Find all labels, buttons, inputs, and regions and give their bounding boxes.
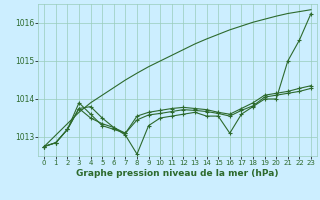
X-axis label: Graphe pression niveau de la mer (hPa): Graphe pression niveau de la mer (hPa) [76,169,279,178]
